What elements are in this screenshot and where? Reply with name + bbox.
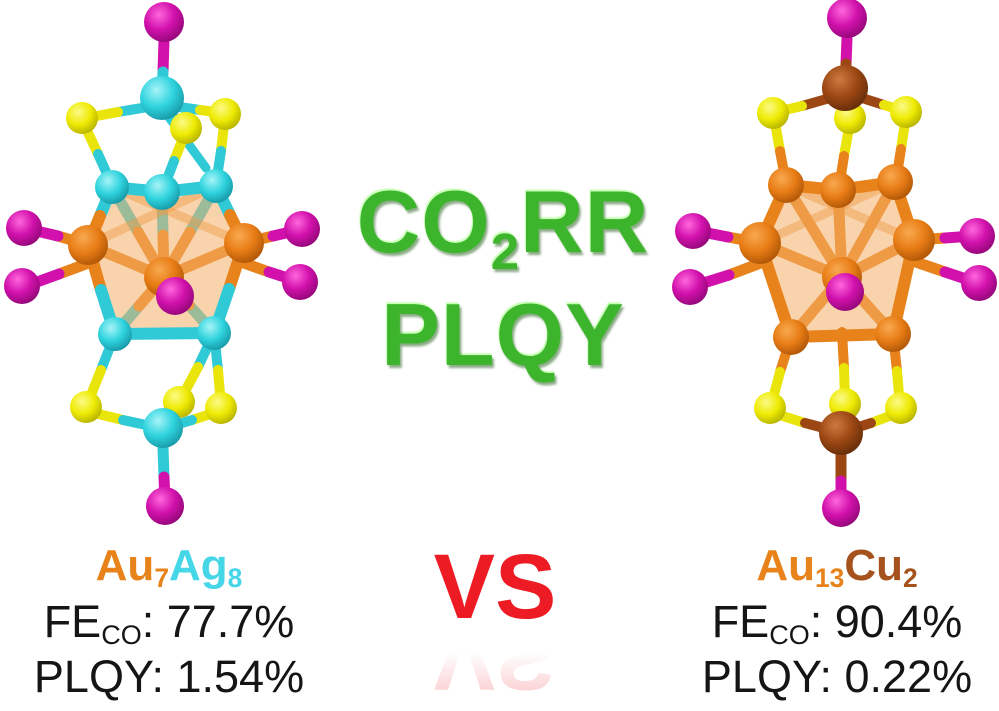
au7ag8-element2-sub: 8: [227, 562, 243, 593]
versus-block: VS VS: [330, 536, 660, 709]
au7ag8-silver-atoms: [95, 76, 233, 448]
au13cu2-front-halide-atom: [826, 273, 864, 311]
au13cu2-element1-sub: 13: [814, 562, 845, 593]
au13cu2-fe-metric: FECO: 90.4%: [672, 594, 999, 651]
au7ag8-front-halide-atom: [156, 277, 194, 315]
au7ag8-plqy-metric: PLQY: 1.54%: [33, 651, 305, 702]
au13cu2-plqy-metric: PLQY: 0.22%: [701, 651, 973, 702]
versus-label: VS: [433, 536, 557, 638]
au7ag8-caption: Au7Ag8 FECO: 77.7% PLQY: 1.54%: [4, 540, 334, 704]
au7ag8-formula: Au7Ag8: [4, 540, 334, 594]
au13cu2-fe-sub: CO: [769, 620, 810, 651]
au7ag8-element1-sub: 7: [154, 562, 169, 593]
center-headlines: CO2RR PLQY: [338, 178, 668, 379]
au13cu2-element2: Cu: [844, 541, 903, 590]
au13cu2-fe-value: : 90.4%: [809, 596, 963, 647]
au13cu2-halide-atoms: [672, 0, 997, 527]
co2rr-subscript: 2: [490, 222, 521, 280]
au7ag8-halide-atoms: [4, 2, 320, 525]
au7ag8-fe-metric: FECO: 77.7%: [4, 594, 334, 651]
au13cu2-formula: Au13Cu2: [672, 540, 999, 594]
au13cu2-copper-atoms: [819, 65, 868, 455]
plqy-headline: PLQY: [381, 284, 625, 384]
au13cu2-structure: [672, 0, 997, 527]
co2rr-headline: CO2RR: [357, 178, 650, 277]
au13cu2-gold-atoms: [739, 164, 935, 355]
au7ag8-sulfur-atoms: [66, 98, 241, 424]
au7ag8-structure: [4, 2, 320, 525]
co2rr-suffix: RR: [520, 172, 650, 271]
au13cu2-element1: Au: [756, 541, 815, 590]
au7ag8-fe-sub: CO: [101, 620, 142, 651]
au7ag8-element2: Ag: [169, 541, 228, 590]
au7ag8-fe-label: FE: [43, 596, 102, 647]
au13cu2-fe-label: FE: [711, 596, 770, 647]
au7ag8-element1: Au: [95, 541, 155, 590]
co2rr-prefix: CO: [356, 172, 491, 271]
au13cu2-element2-sub: 2: [902, 562, 918, 593]
au7ag8-fe-value: : 77.7%: [141, 596, 295, 647]
au13cu2-caption: Au13Cu2 FECO: 90.4% PLQY: 0.22%: [672, 540, 999, 704]
versus-reflection: VS: [433, 606, 557, 709]
